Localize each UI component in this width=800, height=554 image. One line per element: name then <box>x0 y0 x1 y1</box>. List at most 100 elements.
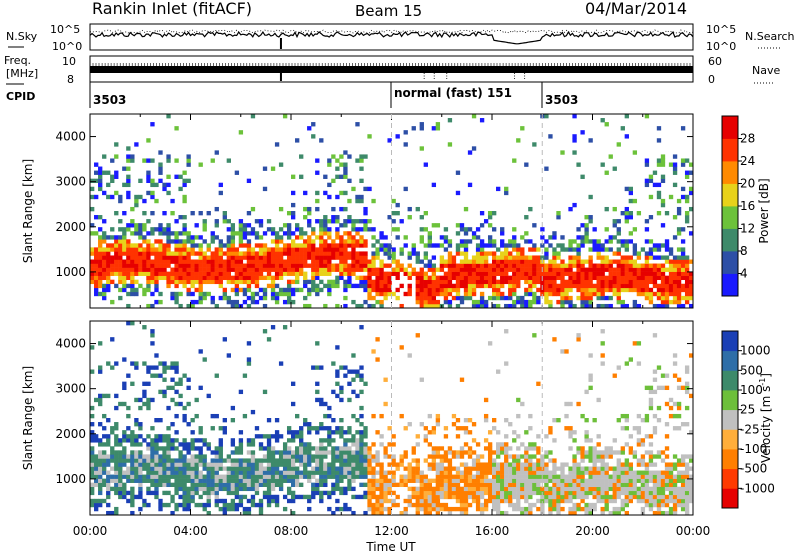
heatmap-cell <box>142 291 147 297</box>
heatmap-cell <box>544 486 549 492</box>
heatmap-cell <box>580 474 585 479</box>
heatmap-cell <box>266 446 272 451</box>
heatmap-cell <box>628 498 633 504</box>
heatmap-cell <box>246 275 252 281</box>
heatmap-cell <box>656 275 662 281</box>
heatmap-cell <box>479 299 485 305</box>
heatmap-cell <box>648 462 654 467</box>
heatmap-cell <box>592 502 597 508</box>
heatmap-cell <box>210 259 215 264</box>
heatmap-cell <box>592 227 597 232</box>
heatmap-cell <box>222 263 227 268</box>
heatmap-cell <box>447 118 453 123</box>
heatmap-cell <box>250 255 256 260</box>
heatmap-cell <box>443 263 449 268</box>
heatmap-cell <box>299 287 304 293</box>
heatmap-cell <box>238 243 244 248</box>
heatmap-cell <box>138 482 143 488</box>
heatmap-cell <box>656 405 662 411</box>
heatmap-cell <box>250 486 256 492</box>
heatmap-cell <box>118 438 123 443</box>
heatmap-cell <box>335 235 340 240</box>
heatmap-cell <box>339 458 344 463</box>
heatmap-cell <box>98 251 103 256</box>
heatmap-cell <box>660 291 666 297</box>
heatmap-cell <box>154 442 159 447</box>
heatmap-cell <box>516 478 521 483</box>
heatmap-cell <box>624 279 629 285</box>
heatmap-cell <box>138 255 143 260</box>
heatmap-cell <box>222 426 227 431</box>
heatmap-cell <box>580 482 585 488</box>
heatmap-cell <box>636 283 642 289</box>
heatmap-cell <box>528 442 533 447</box>
heatmap-cell <box>138 478 143 483</box>
heatmap-cell <box>407 263 412 268</box>
heatmap-cell <box>106 438 111 443</box>
heatmap-cell <box>612 438 617 443</box>
heatmap-cell <box>540 486 545 492</box>
heatmap-cell <box>359 446 364 451</box>
heatmap-cell <box>347 466 352 471</box>
heatmap-cell <box>435 474 441 479</box>
heatmap-cell <box>648 299 654 305</box>
heatmap-cell <box>479 506 485 512</box>
heatmap-cell <box>620 275 625 281</box>
heatmap-cell <box>202 263 207 268</box>
heatmap-cell <box>286 255 292 260</box>
heatmap-cell <box>632 470 638 475</box>
heatmap-cell <box>664 446 670 451</box>
heatmap-cell <box>363 211 368 216</box>
heatmap-cell <box>198 446 203 451</box>
heatmap-cell <box>684 291 690 297</box>
heatmap-cell <box>644 182 650 188</box>
heatmap-cell <box>620 462 625 467</box>
heatmap-cell <box>295 474 300 479</box>
heatmap-cell <box>126 146 131 151</box>
heatmap-cell <box>230 235 236 240</box>
heatmap-cell <box>226 275 231 281</box>
heatmap-cell <box>568 243 573 248</box>
heatmap-cell <box>483 502 489 508</box>
heatmap-cell <box>222 506 227 512</box>
heatmap-cell <box>335 263 340 268</box>
heatmap-cell <box>238 231 244 236</box>
y-tick-label: 1000 <box>55 265 86 279</box>
heatmap-cell <box>170 466 175 471</box>
heatmap-cell <box>102 442 107 447</box>
heatmap-cell <box>580 275 585 281</box>
heatmap-cell <box>391 434 396 439</box>
heatmap-cell <box>688 283 694 289</box>
heatmap-cell <box>343 243 348 248</box>
heatmap-cell <box>564 299 569 305</box>
heatmap-cell <box>311 454 316 459</box>
heatmap-cell <box>146 243 151 248</box>
heatmap-cell <box>411 458 416 463</box>
heatmap-cell <box>202 223 207 228</box>
heatmap-cell <box>343 239 348 244</box>
heatmap-cell <box>455 287 461 293</box>
heatmap-cell <box>303 295 308 301</box>
heatmap-cell <box>166 251 171 256</box>
heatmap-cell <box>238 279 244 285</box>
heatmap-cell <box>588 385 593 391</box>
heatmap-cell <box>580 174 585 179</box>
heatmap-cell <box>612 283 617 289</box>
heatmap-cell <box>234 271 240 276</box>
heatmap-cell <box>544 287 549 293</box>
heatmap-cell <box>218 458 223 463</box>
heatmap-cell <box>190 279 195 285</box>
heatmap-cell <box>580 259 585 264</box>
heatmap-cell <box>596 434 601 439</box>
heatmap-cell <box>299 446 304 451</box>
heatmap-cell <box>150 446 155 451</box>
heatmap-cell <box>487 267 493 272</box>
heatmap-cell <box>246 357 252 362</box>
heatmap-cell <box>620 271 625 276</box>
heatmap-cell <box>343 287 348 293</box>
heatmap-cell <box>106 170 111 175</box>
heatmap-cell <box>604 502 609 508</box>
heatmap-cell <box>351 353 356 358</box>
colorbar-segment <box>722 138 738 162</box>
heatmap-cell <box>520 462 525 467</box>
